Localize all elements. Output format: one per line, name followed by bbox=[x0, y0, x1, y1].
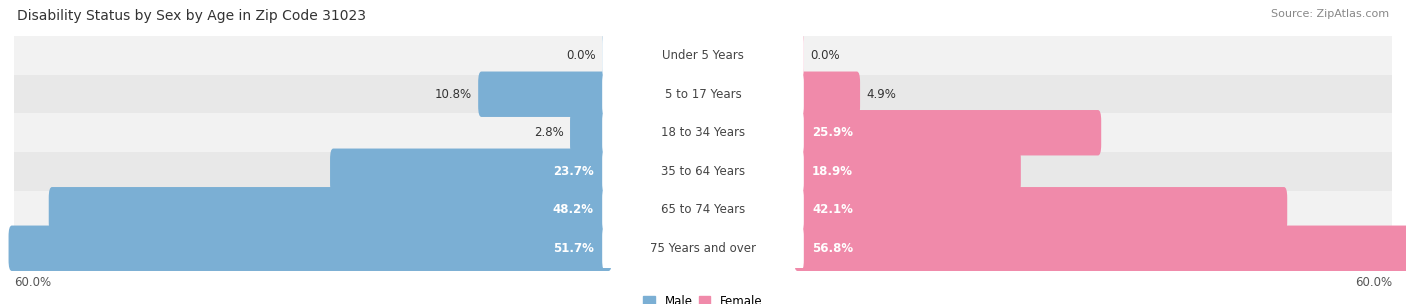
Bar bbox=[603, 187, 609, 233]
Bar bbox=[14, 75, 1392, 113]
Text: 60.0%: 60.0% bbox=[1355, 276, 1392, 289]
Legend: Male, Female: Male, Female bbox=[638, 290, 768, 304]
Text: Disability Status by Sex by Age in Zip Code 31023: Disability Status by Sex by Age in Zip C… bbox=[17, 9, 366, 23]
Bar bbox=[603, 149, 609, 194]
Bar bbox=[794, 226, 799, 271]
FancyBboxPatch shape bbox=[602, 33, 609, 78]
Text: 2.8%: 2.8% bbox=[534, 126, 564, 139]
Bar bbox=[794, 110, 799, 155]
Text: 75 Years and over: 75 Years and over bbox=[650, 242, 756, 255]
Bar bbox=[14, 113, 1392, 152]
Text: 10.8%: 10.8% bbox=[434, 88, 472, 101]
FancyBboxPatch shape bbox=[794, 110, 1101, 155]
Text: 60.0%: 60.0% bbox=[14, 276, 51, 289]
FancyBboxPatch shape bbox=[794, 187, 1288, 233]
Text: 48.2%: 48.2% bbox=[553, 203, 593, 216]
Bar bbox=[14, 36, 1392, 75]
Bar bbox=[794, 71, 799, 117]
Text: 0.0%: 0.0% bbox=[810, 49, 839, 62]
Text: 5 to 17 Years: 5 to 17 Years bbox=[665, 88, 741, 101]
Text: 35 to 64 Years: 35 to 64 Years bbox=[661, 165, 745, 178]
Bar bbox=[14, 191, 1392, 229]
FancyBboxPatch shape bbox=[794, 149, 1021, 194]
Bar bbox=[603, 226, 609, 271]
Text: 18.9%: 18.9% bbox=[813, 165, 853, 178]
FancyBboxPatch shape bbox=[569, 110, 612, 155]
Text: 25.9%: 25.9% bbox=[813, 126, 853, 139]
Text: Under 5 Years: Under 5 Years bbox=[662, 49, 744, 62]
FancyBboxPatch shape bbox=[602, 33, 804, 78]
FancyBboxPatch shape bbox=[794, 71, 860, 117]
FancyBboxPatch shape bbox=[602, 71, 804, 117]
FancyBboxPatch shape bbox=[797, 33, 804, 78]
Text: 18 to 34 Years: 18 to 34 Years bbox=[661, 126, 745, 139]
Bar bbox=[603, 71, 609, 117]
Text: 0.0%: 0.0% bbox=[567, 49, 596, 62]
Text: 23.7%: 23.7% bbox=[553, 165, 593, 178]
Bar bbox=[14, 152, 1392, 191]
Text: 42.1%: 42.1% bbox=[813, 203, 853, 216]
Text: Source: ZipAtlas.com: Source: ZipAtlas.com bbox=[1271, 9, 1389, 19]
FancyBboxPatch shape bbox=[602, 226, 804, 271]
FancyBboxPatch shape bbox=[330, 149, 612, 194]
Bar bbox=[603, 110, 609, 155]
Text: 65 to 74 Years: 65 to 74 Years bbox=[661, 203, 745, 216]
FancyBboxPatch shape bbox=[49, 187, 612, 233]
FancyBboxPatch shape bbox=[602, 187, 804, 233]
Bar bbox=[794, 149, 799, 194]
Text: 4.9%: 4.9% bbox=[866, 88, 896, 101]
FancyBboxPatch shape bbox=[794, 226, 1406, 271]
FancyBboxPatch shape bbox=[602, 149, 804, 194]
Text: 51.7%: 51.7% bbox=[553, 242, 593, 255]
FancyBboxPatch shape bbox=[8, 226, 612, 271]
Bar bbox=[14, 229, 1392, 268]
FancyBboxPatch shape bbox=[478, 71, 612, 117]
Text: 56.8%: 56.8% bbox=[813, 242, 853, 255]
Bar bbox=[794, 187, 799, 233]
FancyBboxPatch shape bbox=[602, 110, 804, 155]
